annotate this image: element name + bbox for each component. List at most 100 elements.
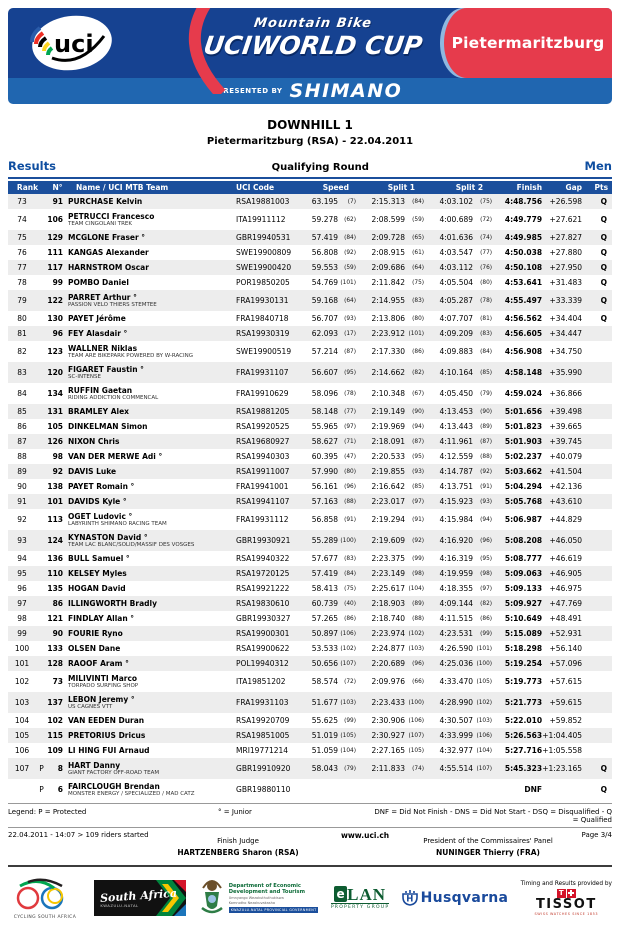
split1-cell: 2:09.686 (371, 263, 406, 272)
speed-rank-cell: (105) (340, 732, 357, 739)
finish-judge-name: HARTZENBERG Sharon (RSA) (177, 848, 299, 857)
protected-cell: P (39, 785, 44, 794)
split1-rank-cell: (86) (412, 348, 425, 355)
split1-cell: 2:23.433 (371, 698, 406, 707)
protected-cell (36, 341, 47, 362)
event-banner: uci Mountain Bike UCIWORLD CUP Pietermar… (8, 8, 612, 104)
rider-name: FEY Alasdair ° (68, 329, 128, 338)
rider-name-cell: LI HING FUI Arnaud (68, 743, 236, 758)
split1-cell: 2:16.642 (371, 482, 406, 491)
rank-cell: 103 (14, 698, 30, 707)
uci-code-cell: RSA19940303 (236, 452, 290, 461)
gap-cell: +42.136 (549, 482, 583, 491)
pts-cell: Q (600, 785, 608, 794)
finish-cell: 5:01.823 (504, 422, 543, 431)
rider-name: FINDLAY Allan ° (68, 614, 135, 623)
speed-cell: 57.677 (311, 554, 339, 563)
bib-number-cell: 106 (47, 215, 64, 224)
speed-rank-cell: (78) (344, 390, 357, 397)
gap-cell: +57.615 (549, 677, 583, 686)
table-row: 102 73 MILIVINTI Marco TORPADO SURFING S… (8, 671, 612, 692)
split1-rank-cell: (66) (412, 678, 425, 685)
bib-number-cell: 91 (52, 197, 64, 206)
split1-rank-cell: (97) (412, 498, 425, 505)
dept-name-line1: Department of Economic (228, 883, 301, 889)
protected-cell (36, 611, 47, 626)
bib-number-cell: 102 (47, 716, 64, 725)
split2-cell: 4:15.984 (439, 515, 474, 524)
speed-cell: 54.769 (311, 278, 339, 287)
split1-rank-cell: (92) (412, 537, 425, 544)
split2-cell: 4:10.164 (439, 368, 474, 377)
pts-cell (590, 743, 612, 758)
split1-cell: 2:24.877 (371, 644, 406, 653)
husqvarna-wordmark: Husqvarna (420, 890, 509, 906)
table-row: 98 121 FINDLAY Allan ° GBR19930327 57.26… (8, 611, 612, 626)
speed-rank-cell: (106) (340, 630, 357, 637)
col-header-no: N° (47, 181, 69, 194)
uci-code-cell: SWE19900420 (236, 263, 292, 272)
split2-rank-cell: (95) (480, 555, 493, 562)
uci-code-cell: RSA19830610 (236, 599, 290, 608)
finish-cell: DNF (524, 785, 543, 794)
split2-rank-cell: (102) (476, 699, 493, 706)
rider-name-cell: DAVIDS Kyle ° (68, 494, 236, 509)
split1-cell: 2:19.609 (371, 536, 406, 545)
protected-cell (36, 641, 47, 656)
speed-rank-cell: (47) (344, 453, 357, 460)
uci-website-link[interactable]: www.uci.ch (340, 831, 390, 840)
bib-number-cell: 96 (52, 329, 64, 338)
rider-name-cell: KANGAS Alexander (68, 245, 236, 260)
col-header-split1: Split 1 (359, 181, 428, 194)
split2-cell: 4:19.959 (439, 569, 474, 578)
speed-rank-cell (338, 779, 359, 800)
results-table-body: 73 91 PURCHASE Kelvin RSA19881003 63.195… (8, 194, 613, 800)
protected-cell (36, 209, 47, 230)
rider-name-cell: RAOOF Aram ° (68, 656, 236, 671)
rider-name-cell: LEBON Jeremy ° US CAGNES VTT (68, 692, 236, 713)
cycling-south-africa-icon (16, 878, 64, 910)
speed-cell: 57.419 (311, 233, 339, 242)
split1-rank-cell: (64) (412, 264, 425, 271)
split1-cell: 2:19.294 (371, 515, 406, 524)
president-label: President of the Commissaires' Panel (423, 837, 553, 845)
rank-cell: 76 (17, 248, 27, 257)
speed-rank-cell: (97) (344, 423, 357, 430)
speed-cell: 58.096 (311, 389, 339, 398)
gap-cell: +46.050 (549, 536, 583, 545)
protected-cell (36, 509, 47, 530)
rider-name-cell: FIGARET Faustin ° SC-INTENSE (68, 362, 236, 383)
speed-cell: 58.627 (311, 437, 339, 446)
split2-rank-cell: (92) (480, 468, 493, 475)
uci-code-cell: GBR19910920 (236, 764, 291, 773)
split2-rank-cell: (80) (480, 279, 493, 286)
uci-code-cell: RSA19900301 (236, 629, 290, 638)
rank-cell: 81 (17, 329, 27, 338)
finish-cell: 5:01.903 (504, 437, 543, 446)
dept-small-line1: Umnyango Wezokuthuthukiswa (228, 896, 284, 900)
gap-cell: +1:05.558 (542, 746, 583, 755)
pts-cell (590, 341, 612, 362)
table-row: 90 138 PAYET Romain ° FRA19941001 56.161… (8, 479, 612, 494)
rider-name-cell: VAN EEDEN Duran (68, 713, 236, 728)
speed-cell: 57.265 (311, 614, 339, 623)
split1-rank-cell: (107) (408, 732, 425, 739)
protected-cell (36, 245, 47, 260)
speed-cell: 51.019 (311, 731, 339, 740)
pts-cell (590, 494, 612, 509)
split1-cell: 2:19.855 (371, 467, 406, 476)
split1-rank-cell: (102) (408, 630, 425, 637)
table-row: 103 137 LEBON Jeremy ° US CAGNES VTT FRA… (8, 692, 613, 713)
rider-name: PRETORIUS Dricus (68, 731, 146, 740)
split1-cell: 2:11.833 (371, 764, 406, 773)
finish-cell: 5:03.662 (504, 467, 543, 476)
finish-cell: 4:50.108 (504, 263, 543, 272)
col-header-code: UCI Code (236, 181, 301, 194)
speed-cell: 50.656 (311, 659, 339, 668)
table-row: 100 133 OLSEN Dane RSA19900622 53.533 (1… (8, 641, 612, 656)
pts-cell (590, 728, 612, 743)
split2-rank-cell: (88) (480, 453, 493, 460)
table-row: 77 117 HARNSTROM Oscar SWE19900420 59.55… (8, 260, 613, 275)
gap-cell: +34.447 (549, 329, 583, 338)
results-heading: Results (8, 159, 56, 173)
